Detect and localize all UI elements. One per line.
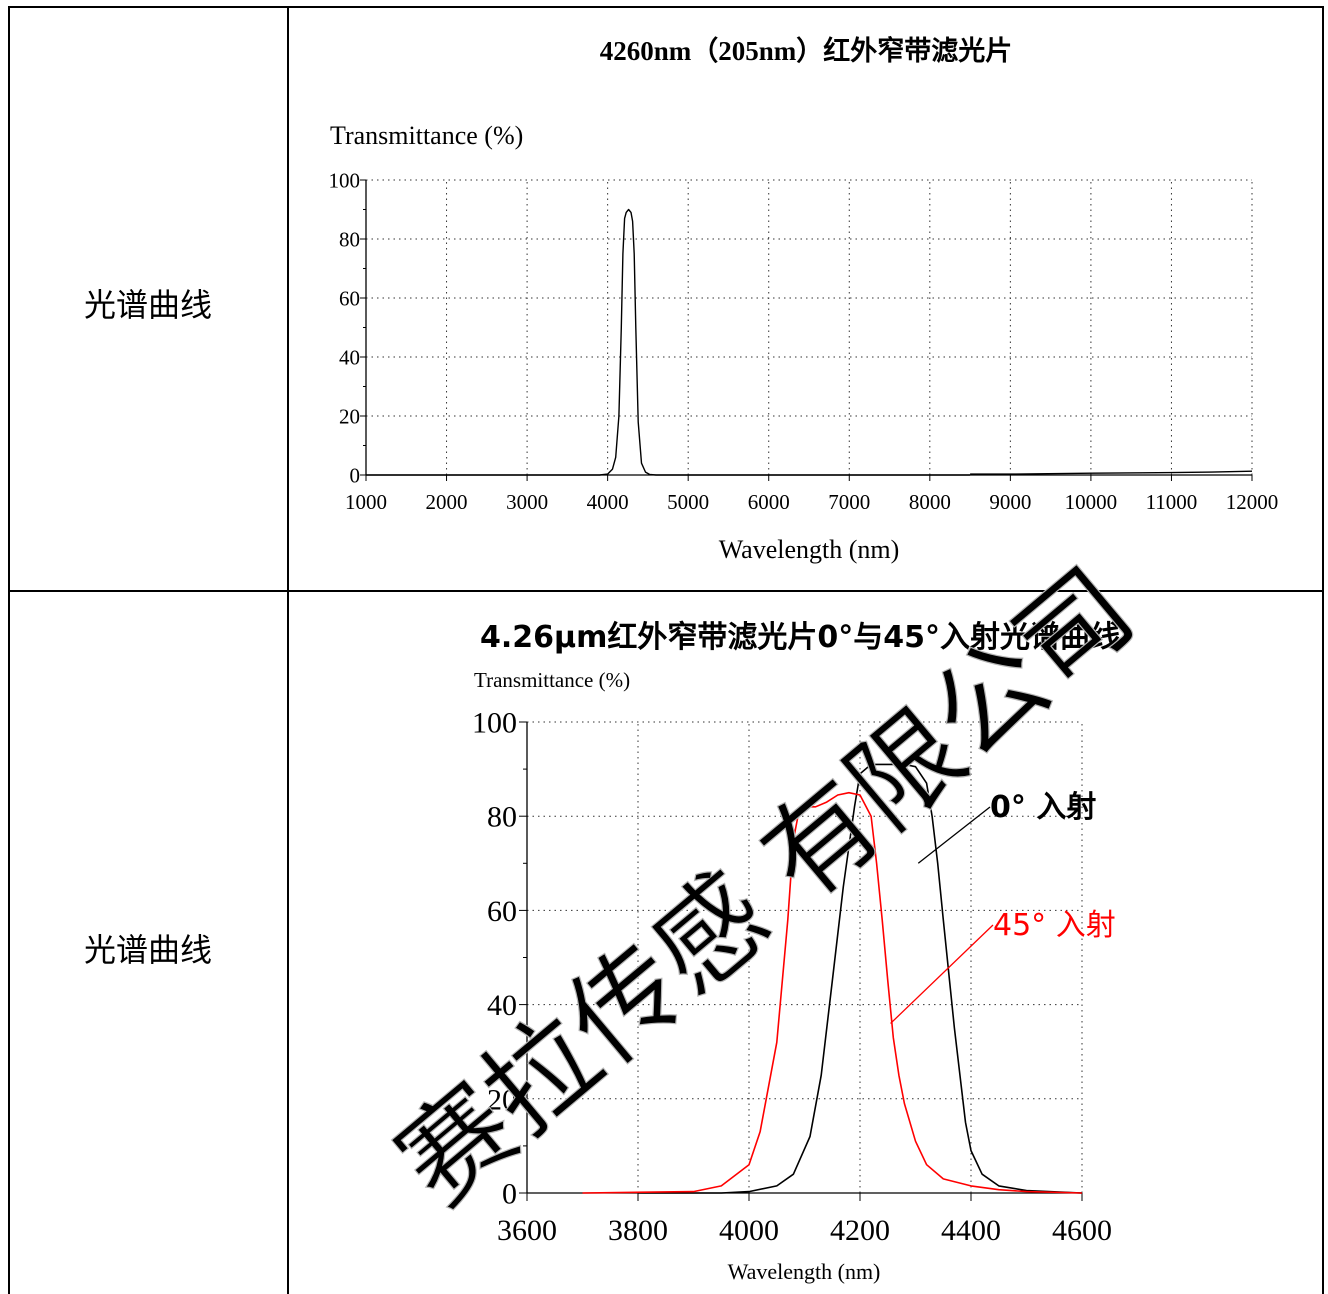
- y-tick-label: 100: [472, 707, 517, 740]
- y-axis-label: Transmittance (%): [330, 121, 523, 150]
- y-tick-label: 100: [329, 168, 361, 192]
- series-group: [582, 763, 1083, 1194]
- x-tick-label: 1000: [345, 490, 387, 514]
- x-tick-label: 3000: [506, 490, 548, 514]
- series-line: [366, 208, 971, 476]
- x-tick-label: 7000: [828, 490, 870, 514]
- table-column-divider: [287, 6, 289, 1294]
- axes: [360, 179, 1253, 481]
- grid: [366, 179, 1253, 475]
- x-tick-label: 2000: [426, 490, 468, 514]
- annotations: 0° 入射 45° 入射: [890, 790, 1116, 1024]
- y-axis-label: Transmittance (%): [474, 668, 630, 692]
- row-label: 光谱曲线: [83, 286, 212, 324]
- table-border-right: [1322, 6, 1324, 1294]
- table-row-divider: [8, 590, 1324, 592]
- y-tick-label: 40: [339, 345, 360, 369]
- x-tick-label: 4600: [1052, 1214, 1112, 1247]
- annotation-0deg: 0° 入射: [990, 790, 1096, 825]
- x-tick-label: 4000: [719, 1214, 779, 1247]
- chart-wide-range: 4260nm（205nm）红外窄带滤光片 Transmittance (%) W…: [329, 35, 1279, 564]
- y-tick-label: 40: [487, 989, 517, 1022]
- y-tick-label: 60: [339, 286, 360, 310]
- x-tick-labels: 3600 3800 4000 4200 4400 4600: [497, 1214, 1112, 1247]
- y-tick-label: 80: [339, 227, 360, 251]
- x-tick-label: 4000: [587, 490, 629, 514]
- x-tick-label: 4200: [830, 1214, 890, 1247]
- table-border-left: [8, 6, 10, 1294]
- y-tick-label: 60: [487, 895, 517, 928]
- x-tick-label: 6000: [748, 490, 790, 514]
- annotation-leader-0deg: [917, 806, 991, 864]
- x-tick-label: 8000: [909, 490, 951, 514]
- x-tick-label: 9000: [989, 490, 1031, 514]
- series-line: [582, 791, 1083, 1194]
- chart-title: 4.26μm红外窄带滤光片0°与45°入射光谱曲线: [480, 620, 1120, 655]
- y-tick-label: 0: [502, 1178, 517, 1211]
- x-tick-label: 4400: [941, 1214, 1001, 1247]
- chart-title: 4260nm（205nm）红外窄带滤光片: [600, 35, 1013, 66]
- row-label: 光谱曲线: [83, 931, 212, 969]
- x-tick-label: 12000: [1226, 490, 1279, 514]
- y-tick-label: 20: [487, 1083, 517, 1116]
- table-border-top: [8, 6, 1324, 8]
- series-line: [638, 763, 1083, 1194]
- chart-angle-comparison: 4.26μm红外窄带滤光片0°与45°入射光谱曲线 Transmittance …: [472, 620, 1120, 1284]
- x-tick-label: 3800: [608, 1214, 668, 1247]
- y-tick-labels: 0 20 40 60 80 100: [329, 168, 361, 487]
- grid: [527, 721, 1083, 1193]
- x-tick-label: 3600: [497, 1214, 557, 1247]
- x-tick-label: 11000: [1146, 490, 1198, 514]
- x-tick-label: 10000: [1065, 490, 1118, 514]
- x-tick-labels: 1000 2000 3000 4000 5000 6000 7000 8000 9000 1000…: [345, 490, 1278, 514]
- y-tick-labels: 0 20 40 60 80 100: [472, 707, 517, 1211]
- y-tick-label: 20: [339, 404, 360, 428]
- x-axis-label: Wavelength (nm): [719, 535, 900, 564]
- annotation-leader-45deg: [890, 924, 994, 1024]
- series-group: [366, 208, 1253, 476]
- y-tick-label: 80: [487, 801, 517, 834]
- series-line: [970, 470, 1253, 475]
- x-axis-label: Wavelength (nm): [728, 1259, 881, 1284]
- y-tick-label: 0: [350, 463, 361, 487]
- x-tick-label: 5000: [667, 490, 709, 514]
- annotation-45deg: 45° 入射: [993, 908, 1116, 943]
